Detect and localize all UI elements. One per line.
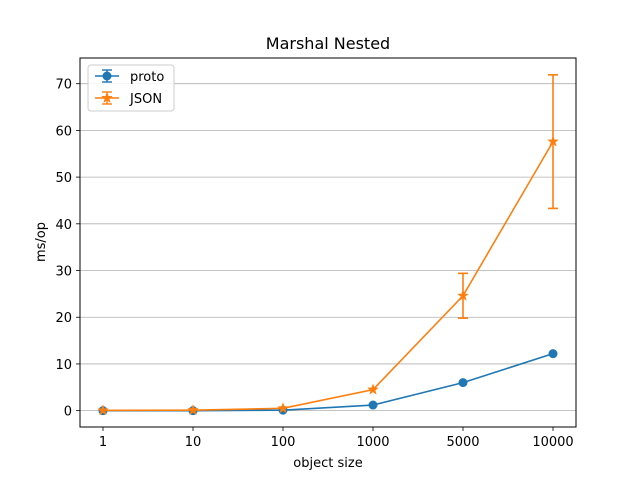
data-point bbox=[97, 404, 109, 416]
x-tick-label: 10000 bbox=[532, 435, 573, 450]
legend-item-proto: proto bbox=[95, 69, 164, 85]
series-json bbox=[97, 74, 559, 416]
legend-label: JSON bbox=[129, 92, 162, 107]
x-axis-ticks: 1 10 100 1000 5000 10000 bbox=[99, 427, 574, 450]
data-point bbox=[548, 349, 558, 359]
legend: proto JSON bbox=[87, 64, 175, 112]
y-axis-label: ms/op bbox=[34, 222, 49, 262]
y-axis-ticks: 0 10 20 30 40 50 60 70 bbox=[55, 78, 80, 420]
plot-area bbox=[97, 74, 559, 416]
data-point bbox=[368, 400, 378, 410]
legend-item-json: JSON bbox=[95, 91, 162, 107]
grid-lines bbox=[80, 83, 576, 412]
series-proto bbox=[98, 349, 558, 416]
series-line bbox=[103, 352, 554, 412]
x-tick-label: 10 bbox=[185, 435, 202, 450]
y-tick-label: 60 bbox=[55, 124, 72, 139]
chart-title: Marshal Nested bbox=[266, 34, 390, 53]
x-tick-label: 100 bbox=[271, 435, 296, 450]
x-tick-label: 1 bbox=[99, 435, 107, 450]
x-axis-label: object size bbox=[293, 456, 362, 471]
data-point bbox=[277, 402, 289, 414]
y-tick-label: 70 bbox=[55, 78, 72, 93]
series-line bbox=[102, 141, 554, 412]
y-tick-label: 30 bbox=[55, 265, 72, 280]
y-tick-label: 40 bbox=[55, 218, 72, 233]
y-tick-label: 20 bbox=[55, 311, 72, 326]
data-point bbox=[101, 91, 113, 104]
data-point bbox=[102, 71, 112, 81]
y-tick-label: 50 bbox=[55, 171, 72, 186]
data-point bbox=[458, 378, 468, 388]
legend-label: proto bbox=[130, 70, 164, 85]
x-tick-label: 5000 bbox=[446, 435, 479, 450]
y-tick-label: 0 bbox=[64, 405, 72, 420]
axes-frame bbox=[79, 57, 577, 428]
data-point bbox=[547, 135, 559, 147]
x-tick-label: 1000 bbox=[356, 435, 389, 450]
data-point bbox=[187, 403, 199, 416]
data-point bbox=[367, 383, 379, 395]
data-point bbox=[457, 289, 469, 301]
y-tick-label: 10 bbox=[55, 358, 72, 373]
